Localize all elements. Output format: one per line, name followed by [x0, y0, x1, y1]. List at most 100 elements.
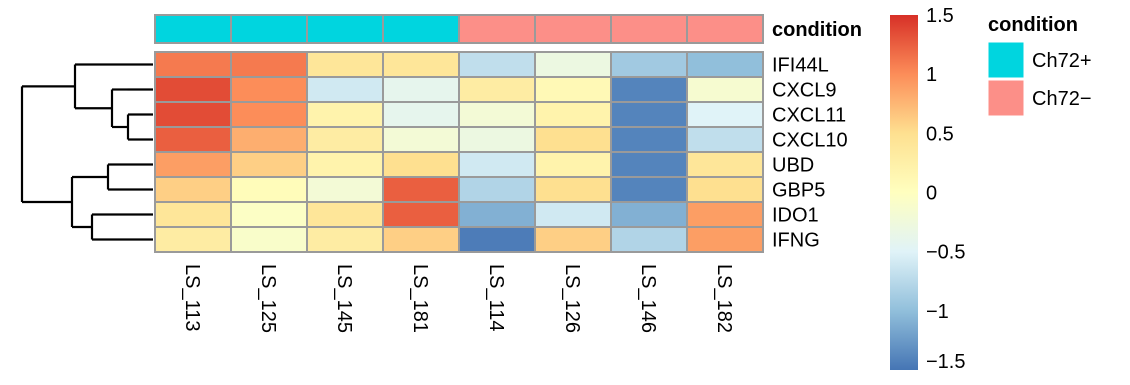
heatmap-cell [610, 126, 688, 153]
annotation-cell [154, 14, 232, 44]
heatmap-cell [382, 151, 460, 178]
heatmap-cell [610, 101, 688, 128]
row-label: CXCL9 [772, 80, 836, 102]
heatmap-cell [610, 76, 688, 103]
heatmap-cell [458, 126, 536, 153]
heatmap-cell [534, 51, 612, 78]
heatmap-cell [686, 201, 764, 228]
heatmap-cell [458, 151, 536, 178]
colorbar-tick-label: 0 [926, 183, 937, 205]
colorbar-tick-label: 0.5 [926, 123, 954, 145]
heatmap-cell [458, 201, 536, 228]
annotation-cell [686, 14, 764, 44]
colorbar-ticks: 1.5 1 0.5 0 −0.5 −1 −1.5 [926, 5, 965, 373]
annotation-cell [382, 14, 460, 44]
heatmap-cell [610, 51, 688, 78]
heatmap-cell [458, 76, 536, 103]
heatmap-cell [534, 101, 612, 128]
annotation-cell [230, 14, 308, 44]
heatmap-cell [306, 76, 384, 103]
colorbar-tick-label: −1 [926, 301, 949, 323]
heatmap-cell [686, 151, 764, 178]
heatmap-cell [686, 126, 764, 153]
heatmap-cell [534, 176, 612, 203]
heatmap-cell [458, 51, 536, 78]
heatmap-cell [686, 101, 764, 128]
legend-title: condition [988, 14, 1078, 36]
heatmap-cell [306, 126, 384, 153]
column-label: LS_113 [181, 264, 203, 331]
heatmap-cell [610, 151, 688, 178]
heatmap-cell [610, 201, 688, 228]
heatmap-cell [382, 51, 460, 78]
legend-swatch [987, 41, 1025, 79]
heatmap-cell [458, 226, 536, 253]
row-label: CXCL10 [772, 130, 848, 152]
column-label: LS_126 [561, 264, 583, 333]
annotation-cell [458, 14, 536, 44]
heatmap-cell [230, 51, 308, 78]
row-label: GBP5 [772, 180, 825, 202]
legend-label: Ch72+ [1032, 50, 1092, 72]
heatmap-cell [458, 176, 536, 203]
heatmap-cell [154, 126, 232, 153]
colorbar-tick-label: 1 [926, 64, 937, 86]
legend-label: Ch72− [1032, 88, 1092, 110]
heatmap-cell [610, 176, 688, 203]
row-label: IDO1 [772, 205, 819, 227]
row-dendrogram [20, 63, 153, 241]
annotation-bar [154, 14, 764, 44]
heatmap-cell [230, 151, 308, 178]
row-label: IFNG [772, 230, 820, 252]
heatmap-cell [230, 176, 308, 203]
heatmap-cell [534, 226, 612, 253]
heatmap-cell [230, 101, 308, 128]
column-label: LS_146 [637, 264, 659, 333]
heatmap-cell [534, 151, 612, 178]
heatmap-cell [230, 226, 308, 253]
heatmap-cell [382, 201, 460, 228]
heatmap-cell [306, 51, 384, 78]
heatmap-cell [306, 151, 384, 178]
heatmap-cell [306, 176, 384, 203]
legend: Ch72+ Ch72− [987, 41, 1092, 117]
heatmap-cell [382, 101, 460, 128]
heatmap-cell [154, 151, 232, 178]
row-label: IFI44L [772, 55, 829, 77]
heatmap-cell [154, 101, 232, 128]
heatmap-cell [382, 126, 460, 153]
annotation-cell [306, 14, 384, 44]
heatmap-cell [458, 101, 536, 128]
heatmap-cells [154, 51, 764, 253]
heatmap-cell [534, 126, 612, 153]
colorbar-gradient [890, 15, 918, 370]
row-labels: IFI44L CXCL9 CXCL11 CXCL10 UBD GBP5 IDO1 IFNG [772, 55, 848, 252]
heatmap-cell [306, 226, 384, 253]
heatmap-cell [686, 226, 764, 253]
heatmap-cell [230, 201, 308, 228]
heatmap-cell [382, 76, 460, 103]
annotation-cell [534, 14, 612, 44]
heatmap-cell [534, 76, 612, 103]
heatmap-cell [154, 51, 232, 78]
heatmap-cell [154, 176, 232, 203]
column-label: LS_145 [333, 264, 355, 333]
annotation-cell [610, 14, 688, 44]
column-label: LS_114 [485, 264, 507, 331]
heatmap-cell [686, 176, 764, 203]
heatmap-cell [686, 51, 764, 78]
colorbar-tick-label: −0.5 [926, 242, 965, 264]
colorbar-tick-label: 1.5 [926, 5, 954, 27]
column-label: LS_125 [257, 264, 279, 333]
heatmap-cell [306, 101, 384, 128]
legend-swatch [987, 79, 1025, 117]
heatmap-cell [534, 201, 612, 228]
heatmap-cell [610, 226, 688, 253]
heatmap-cell [686, 76, 764, 103]
heatmap-cell [306, 201, 384, 228]
heatmap-cell [154, 76, 232, 103]
heatmap-cell [382, 176, 460, 203]
annotation-label: condition [772, 19, 862, 41]
